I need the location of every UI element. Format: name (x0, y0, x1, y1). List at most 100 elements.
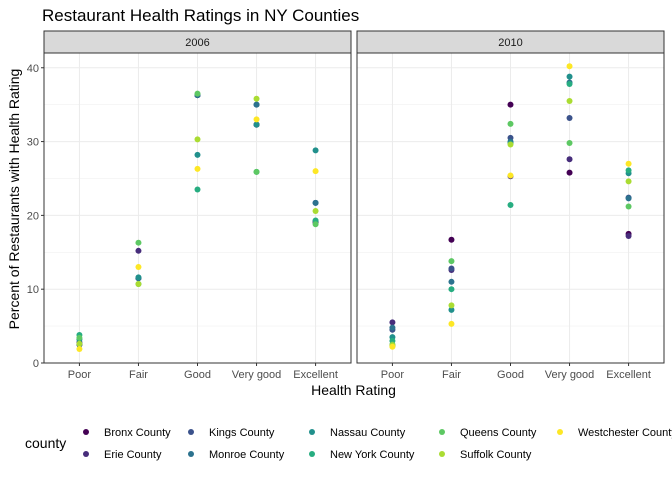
data-point (507, 120, 514, 127)
data-point (507, 202, 514, 209)
facet-label-2010: 2010 (498, 37, 522, 49)
data-point (566, 63, 573, 70)
x-tick-label: Fair (129, 369, 148, 381)
data-point (135, 239, 142, 246)
data-point (253, 121, 260, 128)
data-point (448, 278, 455, 285)
y-tick-label: 0 (33, 358, 39, 370)
plot-area: 2006 Poor Fair Good Very good Excellent 0 10 20 3… (27, 30, 665, 381)
legend-item: Bronx County (83, 427, 171, 439)
data-point (76, 345, 83, 352)
legend-label: Suffolk County (460, 449, 532, 461)
legend-label: Queens County (460, 427, 537, 439)
data-point (76, 340, 83, 347)
data-point (312, 199, 319, 206)
data-point (135, 274, 142, 281)
legend-item: Queens County (439, 427, 537, 439)
legend-item: Monroe County (188, 449, 285, 461)
data-point (253, 168, 260, 175)
x-tick-label: Excellent (606, 369, 651, 381)
x-tick-label: Good (184, 369, 211, 381)
data-point (76, 334, 83, 341)
data-point (507, 172, 514, 179)
data-point (389, 324, 396, 331)
data-point (194, 90, 201, 97)
y-tick-label: 40 (27, 63, 39, 75)
legend-label: Erie County (104, 449, 162, 461)
data-point (566, 169, 573, 176)
legend-label: Kings County (209, 427, 275, 439)
data-point (448, 320, 455, 327)
data-point (448, 236, 455, 243)
x-tick-label: Fair (442, 369, 461, 381)
data-point (194, 165, 201, 172)
data-point (194, 136, 201, 143)
legend-label: New York County (330, 449, 415, 461)
data-point (135, 281, 142, 288)
y-tick-label: 10 (27, 284, 39, 296)
x-tick-label: Very good (545, 369, 595, 381)
data-point (566, 97, 573, 104)
data-point (312, 168, 319, 175)
data-point (566, 114, 573, 121)
data-point (566, 73, 573, 80)
legend-label: Monroe County (209, 449, 285, 461)
data-point (625, 160, 632, 167)
y-axis-title: Percent of Restaurants with Health Ratin… (6, 69, 22, 330)
data-point (448, 265, 455, 272)
chart-title: Restaurant Health Ratings in NY Counties (42, 6, 359, 25)
data-point (253, 116, 260, 123)
y-tick-label: 20 (27, 210, 39, 222)
legend-swatch (83, 429, 89, 435)
data-point (135, 264, 142, 271)
panel-2006: 2006 Poor Fair Good Very good Excellent 0 10 20 3… (27, 30, 352, 381)
data-point (625, 233, 632, 240)
data-point (566, 81, 573, 87)
x-tick-label: Excellent (293, 369, 338, 381)
legend-item: Nassau County (309, 427, 406, 439)
data-point (566, 140, 573, 147)
data-point (448, 306, 455, 313)
x-axis-title: Health Rating (311, 382, 396, 398)
data-point (625, 203, 632, 210)
data-point (312, 221, 319, 228)
legend-swatch (188, 451, 194, 457)
data-point (566, 156, 573, 163)
data-point (448, 302, 455, 309)
legend-swatch (188, 429, 194, 435)
legend-swatch (309, 451, 315, 457)
legend: county Bronx County Erie County Kings Coun… (25, 427, 672, 461)
data-point (253, 95, 260, 102)
data-point (194, 151, 201, 158)
data-point (507, 141, 514, 148)
legend-item: Kings County (188, 427, 275, 439)
panel-2010: 2010 Poor Fair Good Very good Excellent (356, 30, 665, 381)
legend-item: Westchester County (557, 427, 672, 439)
legend-swatch (83, 451, 89, 457)
legend-item: Suffolk County (439, 449, 532, 461)
data-point (448, 286, 455, 293)
legend-swatch (439, 429, 445, 435)
legend-item: Erie County (83, 449, 162, 461)
legend-label: Nassau County (330, 427, 406, 439)
data-point (389, 343, 396, 350)
legend-label: Westchester County (578, 427, 672, 439)
data-point (389, 319, 396, 326)
y-tick-label: 30 (27, 137, 39, 149)
legend-swatch (309, 429, 315, 435)
data-point (625, 178, 632, 185)
data-point (253, 101, 260, 108)
data-point (135, 247, 142, 254)
facet-label-2006: 2006 (185, 37, 209, 49)
legend-swatch (557, 429, 563, 435)
data-point (625, 195, 632, 202)
x-tick-label: Good (497, 369, 524, 381)
x-tick-label: Poor (68, 369, 92, 381)
legend-title: county (25, 435, 66, 451)
legend-label: Bronx County (104, 427, 171, 439)
data-point (507, 101, 514, 108)
data-point (312, 147, 319, 154)
data-point (312, 207, 319, 214)
data-point (448, 258, 455, 265)
